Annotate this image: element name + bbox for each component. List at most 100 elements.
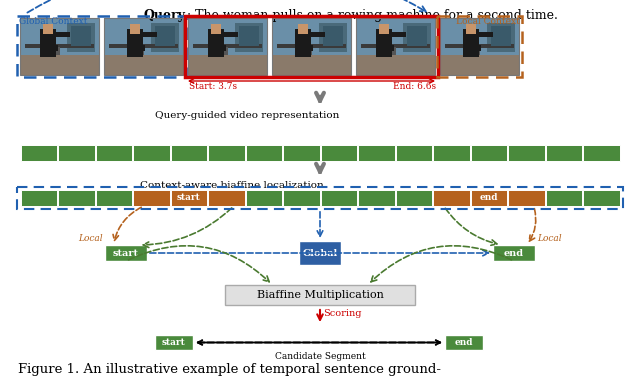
Bar	[295, 46, 313, 51]
Bar	[321, 190, 357, 206]
Bar	[58, 145, 95, 161]
Text: Local: Local	[537, 234, 562, 243]
Bar	[508, 145, 545, 161]
Bar	[40, 46, 58, 51]
Bar	[311, 32, 324, 37]
Bar	[208, 29, 224, 58]
Bar	[236, 23, 263, 51]
Bar	[396, 145, 432, 161]
Text: Context-aware biaffine localization: Context-aware biaffine localization	[140, 181, 324, 190]
Bar	[379, 24, 388, 34]
Text: start: start	[113, 249, 139, 257]
Bar	[396, 190, 432, 206]
Text: Start: 3.7s: Start: 3.7s	[189, 82, 237, 91]
Bar	[272, 55, 351, 75]
Bar	[105, 245, 147, 261]
Bar	[17, 16, 186, 77]
Bar	[319, 23, 347, 51]
Bar	[445, 44, 514, 47]
Bar	[356, 18, 435, 75]
Bar	[545, 190, 582, 206]
Text: Query: Query	[143, 9, 185, 22]
Bar	[466, 24, 476, 34]
Text: Figure 1. An illustrative example of temporal sentence ground-: Figure 1. An illustrative example of tem…	[18, 363, 441, 376]
Text: Local: Local	[78, 234, 103, 243]
Bar	[321, 145, 357, 161]
Bar	[71, 26, 91, 46]
Bar	[193, 44, 262, 47]
Bar	[246, 190, 282, 206]
Bar	[224, 32, 237, 37]
Bar	[95, 190, 132, 206]
Bar	[440, 55, 519, 75]
Bar	[508, 190, 545, 206]
Bar	[104, 18, 183, 75]
Bar	[545, 145, 582, 161]
Bar	[464, 46, 479, 55]
Bar	[133, 145, 170, 161]
Bar	[272, 18, 351, 75]
Bar	[25, 44, 94, 47]
Bar	[463, 29, 479, 58]
Bar	[20, 55, 99, 75]
Text: start: start	[177, 193, 200, 203]
Bar	[133, 190, 170, 206]
Bar	[470, 145, 507, 161]
Bar	[403, 23, 431, 51]
Bar	[152, 23, 179, 51]
Bar	[407, 26, 427, 46]
Bar	[376, 29, 392, 58]
Bar	[40, 29, 56, 58]
Text: Local Context: Local Context	[456, 17, 520, 26]
Bar	[143, 32, 157, 37]
Bar	[95, 145, 132, 161]
Bar	[208, 46, 226, 51]
Bar	[298, 24, 308, 34]
Bar	[479, 32, 493, 37]
Bar	[128, 46, 143, 55]
Bar	[433, 190, 470, 206]
Bar	[283, 145, 319, 161]
Bar	[358, 190, 394, 206]
Text: Query-guided video representation: Query-guided video representation	[155, 111, 339, 120]
Bar	[356, 55, 435, 75]
Bar	[208, 145, 244, 161]
Text: end: end	[504, 249, 524, 257]
Bar	[356, 18, 435, 75]
Bar	[156, 26, 175, 46]
Text: end: end	[479, 193, 498, 203]
Bar	[20, 145, 57, 161]
Bar	[440, 18, 519, 75]
Text: End: 6.6s: End: 6.6s	[393, 82, 436, 91]
Bar	[299, 241, 341, 265]
Bar	[104, 55, 183, 75]
Bar	[433, 145, 470, 161]
Bar	[104, 18, 183, 75]
Bar	[583, 190, 620, 206]
Bar	[208, 190, 244, 206]
Text: Global: Global	[302, 249, 338, 257]
Bar	[170, 145, 207, 161]
Bar	[283, 190, 319, 206]
Bar	[272, 18, 351, 75]
Bar	[211, 24, 221, 34]
Bar	[127, 29, 143, 58]
Bar	[488, 23, 515, 51]
Bar	[58, 190, 95, 206]
Bar	[185, 16, 438, 77]
Bar	[470, 190, 507, 206]
Text: Scoring: Scoring	[323, 308, 362, 318]
Bar	[20, 18, 99, 75]
Bar	[130, 24, 140, 34]
Bar	[295, 29, 311, 58]
Text: : The woman pulls on a rowing machine for a second time.: : The woman pulls on a rowing machine fo…	[187, 9, 558, 22]
Bar	[361, 44, 430, 47]
Text: Candidate Segment: Candidate Segment	[275, 352, 365, 361]
Text: start: start	[162, 338, 186, 347]
Bar	[440, 18, 519, 75]
Bar	[323, 26, 343, 46]
Bar	[246, 145, 282, 161]
Bar	[463, 46, 481, 51]
Bar	[392, 32, 406, 37]
Text: Biaffine Multiplication: Biaffine Multiplication	[257, 290, 383, 300]
